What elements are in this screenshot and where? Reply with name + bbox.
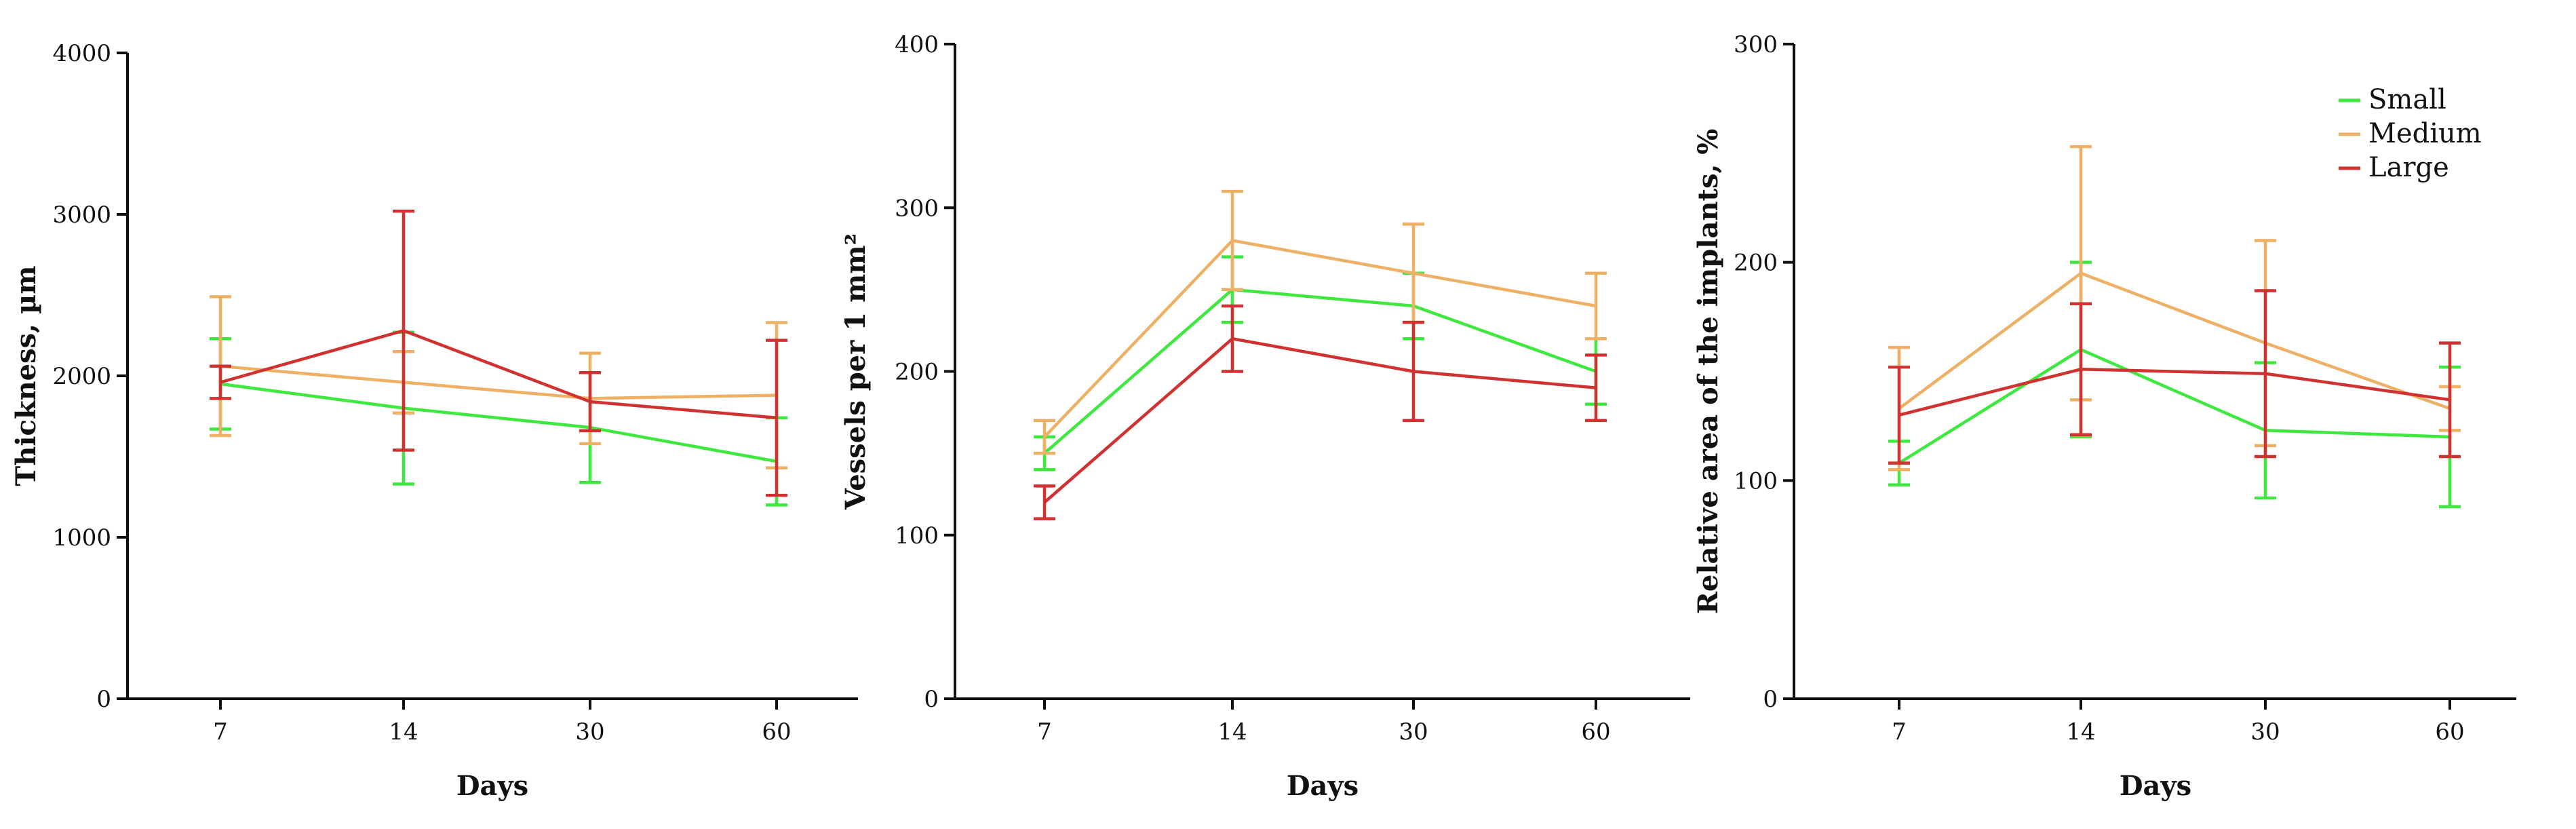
x-axis-title: Days xyxy=(1287,770,1359,802)
x-tick-label: 14 xyxy=(1217,718,1247,746)
legend-label: Medium xyxy=(2368,118,2482,149)
series-medium xyxy=(1888,144,2461,471)
chart-panel-1: 0 1000 2000 3000 4000 7 14 30 60 Days Thickness, µ… xyxy=(10,40,858,802)
series-small xyxy=(1888,261,2461,509)
y-tick-label: 100 xyxy=(895,522,939,550)
x-tick-label: 30 xyxy=(1399,718,1428,746)
y-tick-label: 1000 xyxy=(52,524,111,552)
series-line-large xyxy=(220,329,777,420)
y-tick-label: 2000 xyxy=(52,363,111,390)
y-tick-label: 100 xyxy=(1734,467,1778,495)
series-large xyxy=(210,209,787,497)
y-tick-label: 0 xyxy=(924,686,939,713)
series-line-small xyxy=(1043,288,1597,455)
series-large xyxy=(1034,304,1607,520)
series-small xyxy=(210,330,787,507)
y-tick-label: 400 xyxy=(895,31,939,58)
x-tick-label: 7 xyxy=(1892,718,1907,746)
x-tick-label: 7 xyxy=(213,718,228,746)
y-tick-label: 200 xyxy=(1734,250,1778,277)
series-line-medium xyxy=(1043,239,1597,438)
y-tick-label: 200 xyxy=(895,359,939,386)
series-medium xyxy=(210,295,787,469)
chart-panel-2: 0 100 200 300 400 7 14 30 60 Days Vessels per 1 mm… xyxy=(840,31,1690,802)
series-large xyxy=(1888,289,2461,465)
x-tick-label: 7 xyxy=(1037,718,1052,746)
series-medium xyxy=(1034,189,1607,455)
series-line-medium xyxy=(220,364,777,400)
chart-panel-3: 0 100 200 300 7 14 30 60 Days Relative area of th… xyxy=(1692,31,2516,802)
series-line-small xyxy=(1898,348,2451,465)
x-tick-label: 30 xyxy=(2250,718,2280,746)
series-line-small xyxy=(220,382,777,463)
x-tick-label: 30 xyxy=(575,718,604,746)
legend-label: Small xyxy=(2368,84,2446,115)
y-axis-title: Relative area of the implants, % xyxy=(1692,129,1724,615)
legend-item-large: Large xyxy=(2339,152,2449,183)
y-tick-label: 300 xyxy=(895,195,939,222)
legend-item-medium: Medium xyxy=(2339,118,2482,149)
x-tick-label: 14 xyxy=(389,718,418,746)
y-tick-label: 0 xyxy=(96,686,111,713)
x-tick-label: 60 xyxy=(762,718,791,746)
x-tick-label: 60 xyxy=(2435,718,2464,746)
legend-label: Large xyxy=(2368,152,2449,183)
y-tick-label: 0 xyxy=(1763,686,1778,713)
series-line-large xyxy=(1898,368,2451,417)
y-tick-label: 4000 xyxy=(52,40,111,67)
x-tick-label: 14 xyxy=(2066,718,2095,746)
series-line-medium xyxy=(1898,271,2451,410)
y-tick-label: 3000 xyxy=(52,201,111,229)
x-axis-title: Days xyxy=(456,770,528,802)
y-tick-label: 300 xyxy=(1734,31,1778,58)
x-tick-label: 60 xyxy=(1581,718,1610,746)
x-axis-title: Days xyxy=(2120,770,2191,802)
series-line-large xyxy=(1043,337,1597,504)
y-axis-title: Thickness, µm xyxy=(10,265,42,486)
y-axis-title: Vessels per 1 mm² xyxy=(840,233,872,510)
legend-item-small: Small xyxy=(2339,84,2446,115)
